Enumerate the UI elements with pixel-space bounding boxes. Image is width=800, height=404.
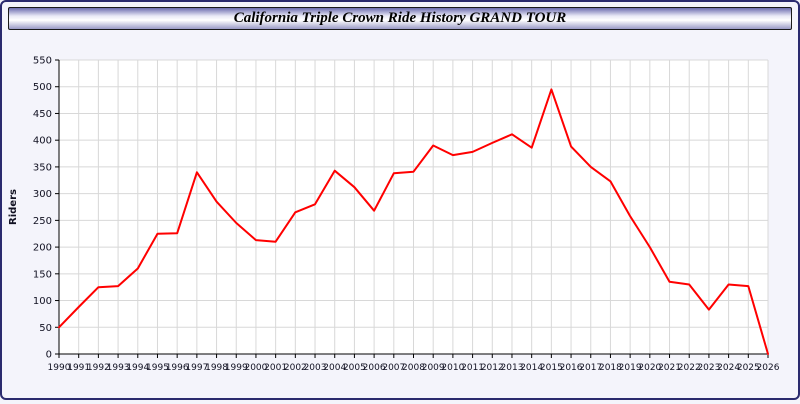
x-tick-label: 2013 (501, 363, 524, 373)
x-tick-label: 2014 (520, 363, 543, 373)
x-tick-label: 2026 (757, 363, 780, 373)
chart-title: California Triple Crown Ride History GRA… (233, 10, 567, 26)
y-tick-label: 400 (33, 136, 52, 147)
x-tick-label: 2015 (540, 363, 563, 373)
x-tick-label: 2000 (244, 363, 267, 373)
y-tick-label: 200 (33, 243, 52, 254)
x-tick-label: 2011 (461, 363, 484, 373)
x-tick-label: 1991 (67, 363, 90, 373)
x-tick-label: 2016 (560, 363, 583, 373)
x-tick-label: 2022 (678, 363, 701, 373)
x-tick-label: 1993 (107, 363, 130, 373)
x-tick-label: 2017 (579, 363, 602, 373)
x-tick-labels: 1990199119921993199419951996199719981999… (48, 363, 780, 373)
y-tick-label: 50 (39, 323, 52, 334)
y-tick-label: 350 (33, 162, 52, 173)
y-axis-title: Riders (8, 189, 19, 225)
x-tick-label: 1999 (225, 363, 248, 373)
x-tick-label: 2006 (363, 363, 386, 373)
x-tick-label: 1998 (205, 363, 228, 373)
x-tick-label: 1996 (166, 363, 189, 373)
x-tick-label: 2020 (638, 363, 661, 373)
x-tick-label: 2018 (599, 363, 622, 373)
x-tick-label: 2010 (441, 363, 464, 373)
x-tick-label: 2023 (697, 363, 720, 373)
chart-title-bar: California Triple Crown Ride History GRA… (8, 7, 792, 30)
x-tick-label: 2004 (323, 363, 346, 373)
y-tick-label: 250 (33, 216, 52, 227)
x-tick-label: 2005 (343, 363, 366, 373)
x-tick-label: 2025 (737, 363, 760, 373)
x-tick-label: 1992 (87, 363, 110, 373)
x-tick-label: 1997 (185, 363, 208, 373)
x-tick-label: 2012 (481, 363, 504, 373)
x-tick-label: 2019 (619, 363, 642, 373)
axes (55, 59, 769, 358)
chart-area: 0 50 100 150 200 250 300 350 400 450 500 550 1990 199… (2, 44, 800, 400)
x-tick-label: 2007 (382, 363, 405, 373)
x-tick-label: 2002 (284, 363, 307, 373)
x-tick-label: 2009 (422, 363, 445, 373)
x-tick-label: 1990 (48, 363, 71, 373)
y-tick-label: 550 (33, 56, 52, 67)
y-tick-labels: 0 50 100 150 200 250 300 350 400 450 500 550 (33, 56, 52, 361)
y-tick-label: 150 (33, 269, 52, 280)
line-chart: 0501001502002503003504004505005501990199… (8, 56, 780, 374)
x-tick-label: 1995 (146, 363, 169, 373)
y-tick-label: 500 (33, 82, 52, 93)
x-tick-label: 2021 (658, 363, 681, 373)
x-tick-label: 2001 (264, 363, 287, 373)
x-tick-label: 2008 (402, 363, 425, 373)
y-tick-label: 0 (46, 350, 52, 361)
y-tick-label: 450 (33, 109, 52, 120)
y-tick-label: 300 (33, 189, 52, 200)
riders-series-line (58, 88, 769, 355)
x-tick-label: 2003 (304, 363, 327, 373)
y-tick-label: 100 (33, 296, 52, 307)
x-tick-label: 1994 (126, 363, 149, 373)
x-tick-label: 2024 (717, 363, 740, 373)
